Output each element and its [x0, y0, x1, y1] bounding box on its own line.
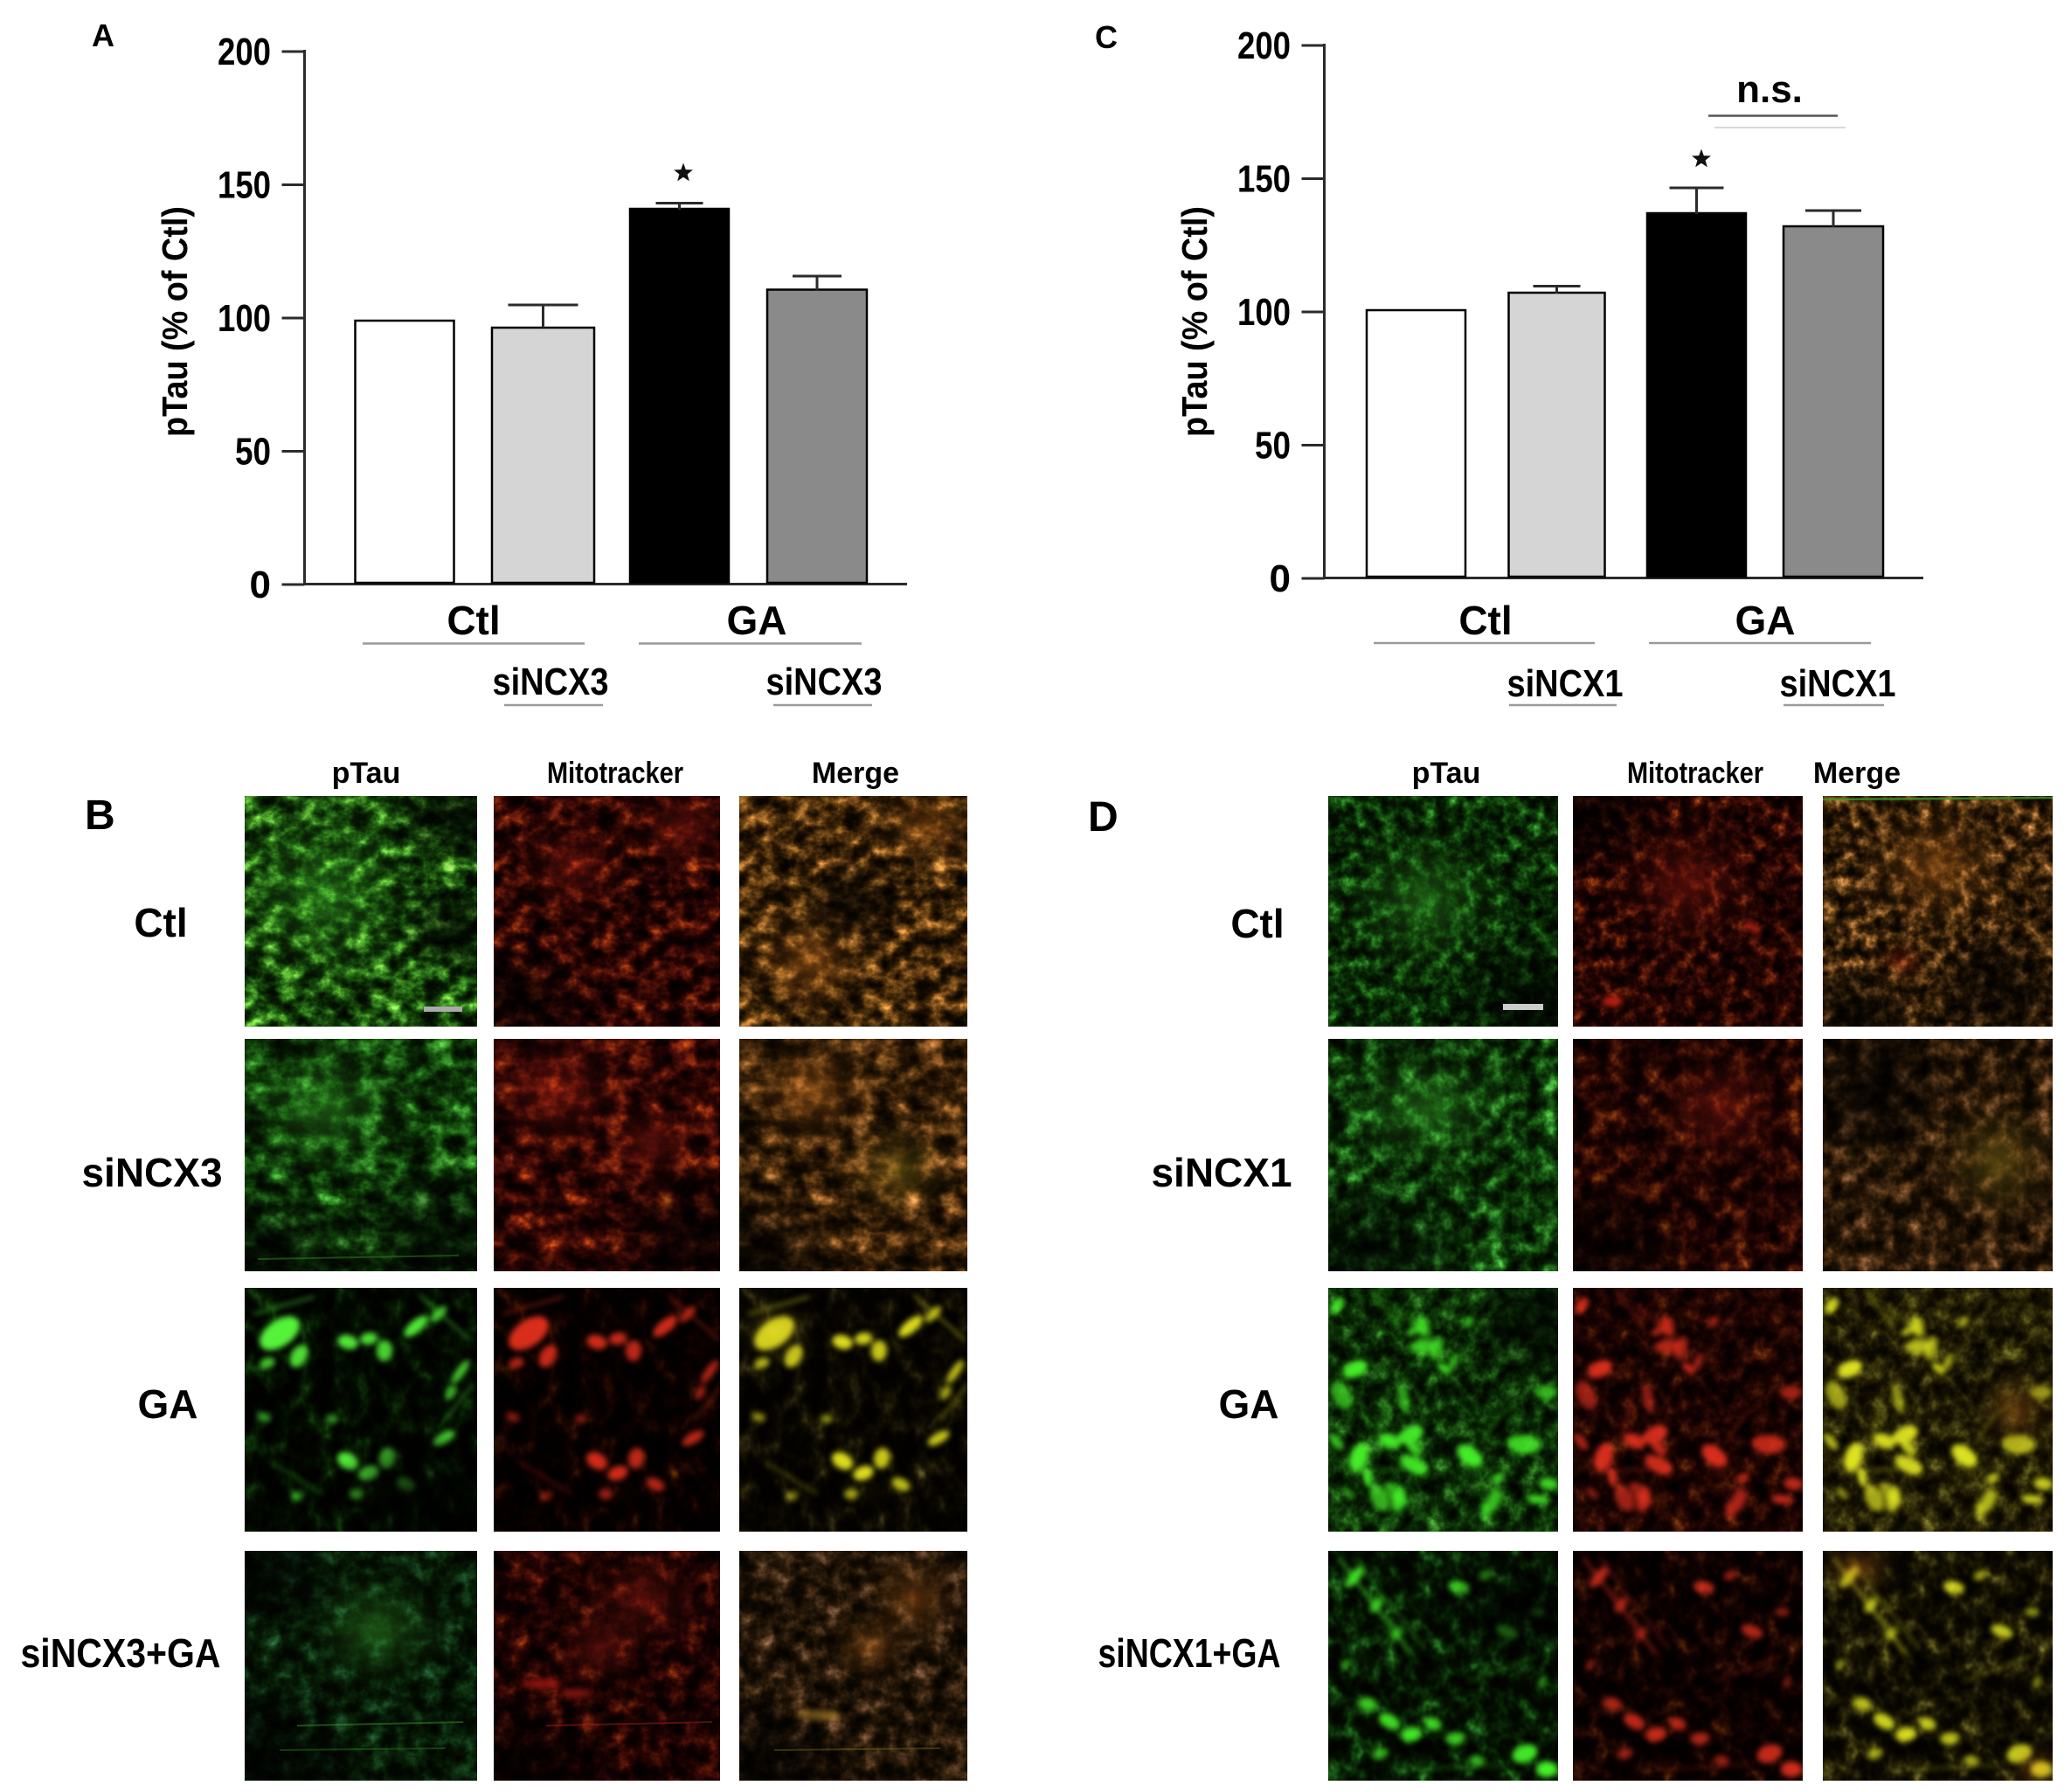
svg-text:50: 50 [235, 431, 271, 474]
svg-text:GA: GA [727, 598, 787, 643]
svg-text:siNCX3: siNCX3 [493, 661, 609, 703]
svg-text:C: C [1095, 19, 1118, 55]
svg-text:siNCX1: siNCX1 [1151, 1150, 1292, 1195]
svg-text:100: 100 [1237, 291, 1291, 334]
svg-text:siNCX3+GA: siNCX3+GA [21, 1630, 221, 1676]
svg-text:GA: GA [1219, 1381, 1279, 1427]
svg-text:Merge: Merge [1813, 757, 1901, 790]
svg-text:0: 0 [250, 564, 271, 606]
svg-text:Ctl: Ctl [1230, 901, 1284, 946]
svg-text:A: A [92, 17, 114, 53]
svg-text:Mitotracker: Mitotracker [1627, 757, 1763, 790]
svg-text:Ctl: Ctl [134, 900, 187, 945]
svg-text:200: 200 [218, 31, 271, 73]
svg-text:200: 200 [1237, 24, 1291, 67]
svg-text:n.s.: n.s. [1736, 68, 1803, 111]
svg-text:0: 0 [1270, 557, 1291, 600]
svg-text:150: 150 [218, 164, 271, 207]
svg-text:100: 100 [218, 297, 271, 340]
svg-text:D: D [1088, 794, 1119, 841]
svg-text:Ctl: Ctl [1458, 598, 1512, 643]
svg-text:siNCX3: siNCX3 [81, 1150, 222, 1195]
svg-text:Mitotracker: Mitotracker [547, 757, 683, 790]
svg-text:pTau (% of Ctl): pTau (% of Ctl) [1174, 206, 1215, 437]
svg-text:siNCX1: siNCX1 [1780, 662, 1896, 705]
svg-text:pTau (% of Ctl): pTau (% of Ctl) [155, 206, 195, 437]
svg-text:Merge: Merge [812, 757, 899, 790]
svg-text:GA: GA [138, 1381, 198, 1427]
svg-text:150: 150 [1237, 158, 1291, 201]
svg-text:siNCX1: siNCX1 [1507, 662, 1624, 705]
svg-text:siNCX1+GA: siNCX1+GA [1098, 1630, 1281, 1676]
svg-text:siNCX3: siNCX3 [766, 661, 883, 703]
svg-text:50: 50 [1255, 425, 1291, 467]
svg-text:Ctl: Ctl [447, 598, 500, 643]
svg-text:B: B [85, 792, 115, 839]
svg-text:GA: GA [1735, 598, 1796, 643]
svg-text:pTau: pTau [332, 757, 401, 790]
svg-text:pTau: pTau [1412, 757, 1481, 790]
